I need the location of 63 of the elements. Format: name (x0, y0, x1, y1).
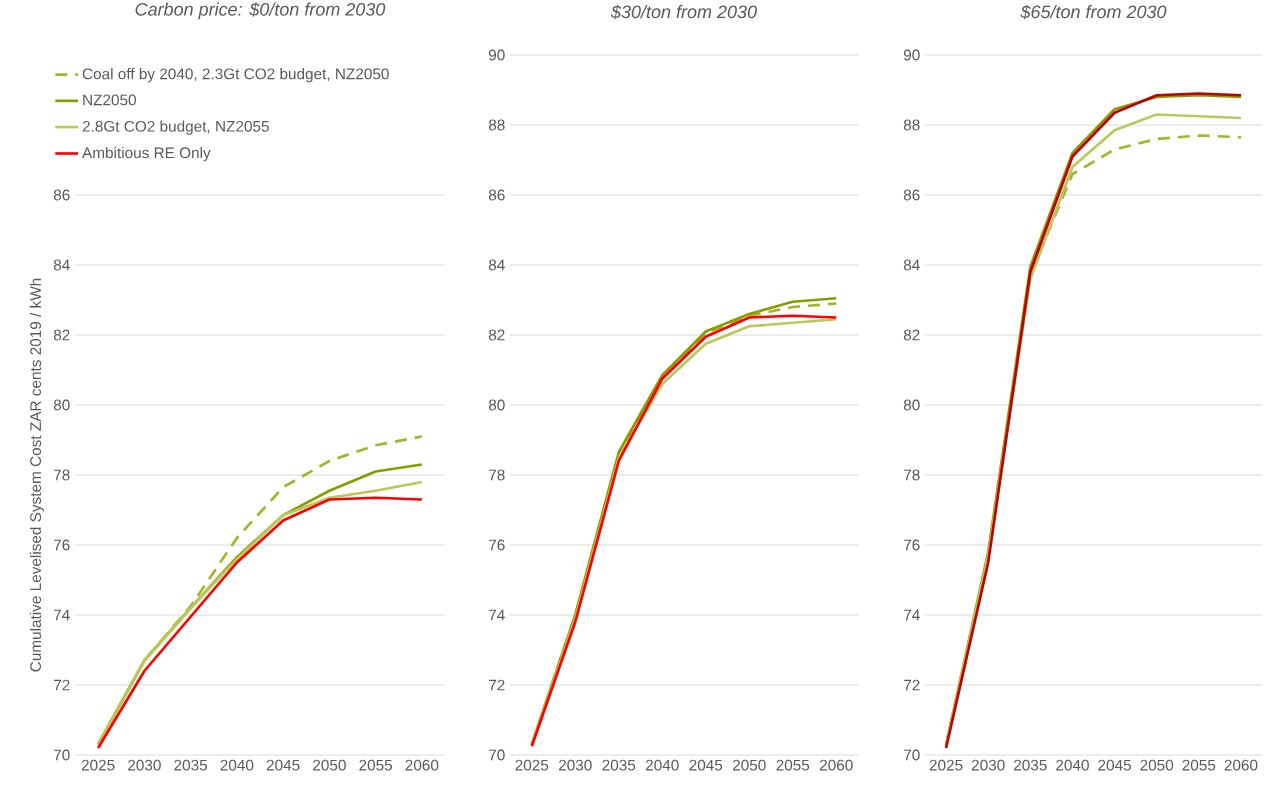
x-tick-label: 2040 (220, 759, 254, 771)
chart-title: $65/ton from 2030 (1020, 4, 1167, 20)
x-tick-label: 2060 (819, 759, 853, 771)
y-tick-label: 88 (903, 119, 920, 131)
y-tick-label: 74 (54, 609, 70, 621)
y-tick-label: 80 (488, 399, 505, 411)
y-tick-label: 84 (53, 259, 70, 271)
x-tick-label: 2060 (405, 759, 439, 771)
x-tick-label: 2060 (1224, 759, 1258, 771)
x-tick-label: 2055 (776, 759, 810, 771)
y-tick-label: 90 (488, 49, 505, 61)
chart-title: Carbon price: $0/ton from 2030 (135, 2, 386, 20)
x-tick-label: 2045 (266, 759, 300, 771)
x-tick-label: 2035 (1014, 759, 1047, 771)
y-tick-label: 80 (53, 399, 70, 411)
y-tick-label: 76 (904, 539, 920, 551)
y-tick-label: 86 (488, 189, 505, 201)
y-tick-label: 70 (489, 749, 505, 761)
y-tick-label: 74 (904, 609, 920, 621)
chart-title: $30/ton from 2030 (610, 4, 757, 20)
y-tick-label: 74 (489, 609, 505, 621)
y-tick-label: 70 (54, 749, 70, 761)
y-tick-label: 70 (904, 749, 920, 761)
x-tick-label: 2025 (81, 759, 115, 771)
y-tick-label: 76 (489, 539, 505, 551)
legend-label: 2.8Gt CO2 budget, NZ2055 (82, 120, 269, 135)
y-tick-label: 90 (903, 49, 920, 61)
x-tick-label: 2035 (174, 759, 208, 771)
y-tick-label: 78 (489, 469, 505, 481)
x-tick-label: 2040 (1056, 759, 1089, 771)
legend-label: NZ2050 (83, 94, 136, 106)
x-tick-label: 2045 (1098, 759, 1131, 771)
x-tick-label: 2055 (359, 759, 393, 771)
y-tick-label: 80 (903, 399, 920, 411)
x-tick-label: 2045 (689, 759, 723, 771)
y-axis-title: Cumulative Levelised System Cost ZAR cents 2019 / kWh (29, 278, 45, 672)
legend-label: Coal off by 2040, 2.3Gt CO2 budget, NZ2050 (82, 68, 389, 83)
x-tick-label: 2035 (602, 759, 636, 771)
y-tick-label: 82 (488, 329, 505, 341)
y-tick-label: 84 (488, 259, 505, 271)
x-tick-label: 2030 (128, 759, 161, 771)
x-tick-label: 2050 (1140, 759, 1174, 771)
y-tick-label: 82 (53, 329, 70, 341)
y-tick-label: 84 (903, 259, 920, 271)
y-tick-label: 78 (904, 469, 920, 481)
x-tick-label: 2030 (558, 759, 592, 771)
y-tick-label: 72 (904, 679, 920, 691)
x-tick-label: 2025 (929, 759, 963, 771)
y-tick-label: 82 (903, 329, 920, 341)
legend-label: Ambitious RE Only (82, 146, 211, 162)
x-tick-label: 2050 (732, 759, 766, 771)
y-tick-label: 78 (54, 469, 70, 481)
y-tick-label: 72 (489, 679, 505, 691)
y-tick-label: 86 (903, 189, 920, 201)
y-tick-label: 72 (54, 679, 70, 691)
y-tick-label: 88 (488, 119, 505, 131)
x-tick-label: 2055 (1182, 759, 1216, 771)
y-tick-label: 86 (53, 189, 70, 201)
x-tick-label: 2040 (645, 759, 679, 771)
x-tick-label: 2025 (515, 759, 549, 771)
x-tick-label: 2050 (313, 759, 346, 771)
x-tick-label: 2030 (971, 759, 1005, 771)
y-tick-label: 76 (54, 539, 70, 551)
